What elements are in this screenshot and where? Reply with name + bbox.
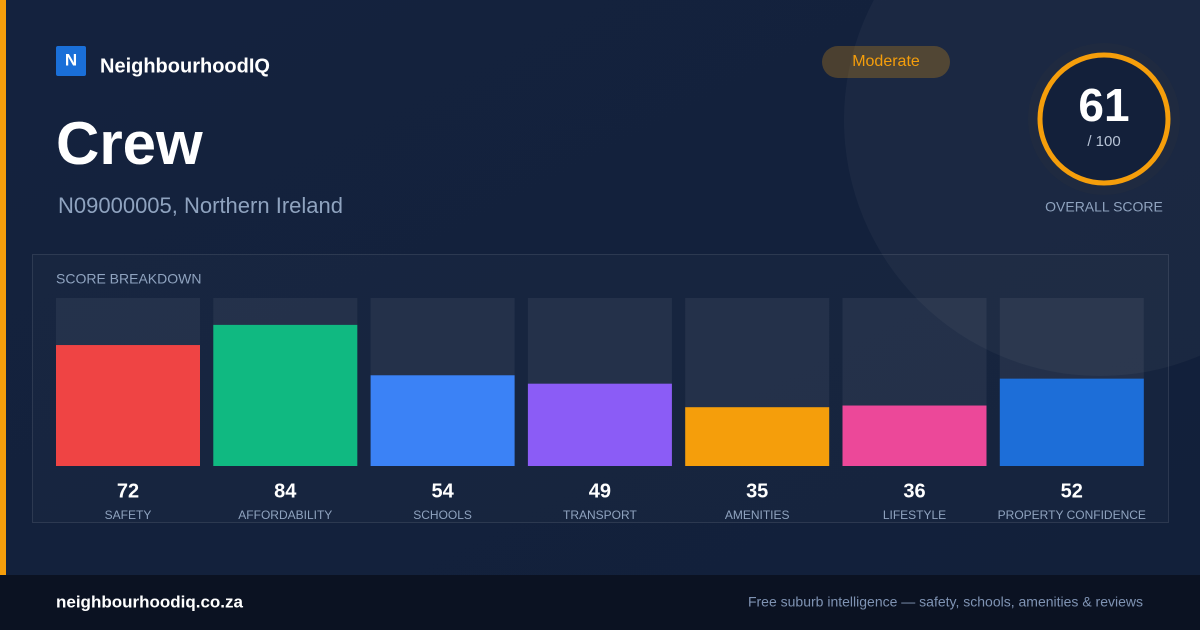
bar: [527, 383, 672, 466]
bar: [685, 407, 830, 466]
score-label: OVERALL SCORE: [1045, 199, 1163, 215]
bar: [213, 324, 358, 466]
bar-value: 84: [274, 480, 297, 502]
bar: [842, 405, 987, 466]
bar-value: 52: [1061, 480, 1083, 502]
badge: [822, 46, 950, 78]
logo-letter: N: [65, 50, 77, 69]
bars: 72 SAFETY 84 AFFORDABILITY 54 SCHOOLS 49 TRANSP…: [56, 298, 1146, 522]
brand-name: NeighbourhoodIQ: [100, 55, 270, 77]
accent-stripe: [0, 0, 6, 575]
bar: [56, 345, 200, 466]
bar-label: SCHOOLS: [413, 508, 472, 522]
bar-label: AFFORDABILITY: [238, 508, 332, 522]
bar-label: TRANSPORT: [563, 508, 637, 522]
bar-value: 49: [589, 480, 611, 502]
bar-label: PROPERTY CONFIDENCE: [998, 508, 1146, 522]
bar: [370, 375, 515, 466]
footer-domain: neighbourhoodiq.co.za: [56, 592, 244, 611]
bar-value: 35: [746, 480, 768, 502]
bar-label: LIFESTYLE: [883, 508, 946, 522]
title: Crew: [56, 110, 203, 177]
badge-text: Moderate: [852, 53, 920, 70]
logo: [56, 46, 86, 76]
score-ring: [1037, 52, 1171, 186]
bar-label: SAFETY: [105, 508, 152, 522]
score-max: / 100: [1087, 133, 1120, 150]
breakdown-title: SCORE BREAKDOWN: [56, 271, 201, 287]
footer: [0, 575, 1200, 630]
subtitle: N09000005, Northern Ireland: [58, 193, 343, 218]
bar-value: 72: [117, 480, 139, 502]
score-value: 61: [1078, 79, 1129, 131]
bar-value: 54: [431, 480, 454, 502]
bar-value: 36: [903, 480, 925, 502]
bar: [999, 378, 1144, 466]
footer-tagline: Free suburb intelligence — safety, schoo…: [748, 594, 1143, 610]
breakdown-panel: [32, 254, 1169, 523]
bar-label: AMENITIES: [725, 508, 790, 522]
